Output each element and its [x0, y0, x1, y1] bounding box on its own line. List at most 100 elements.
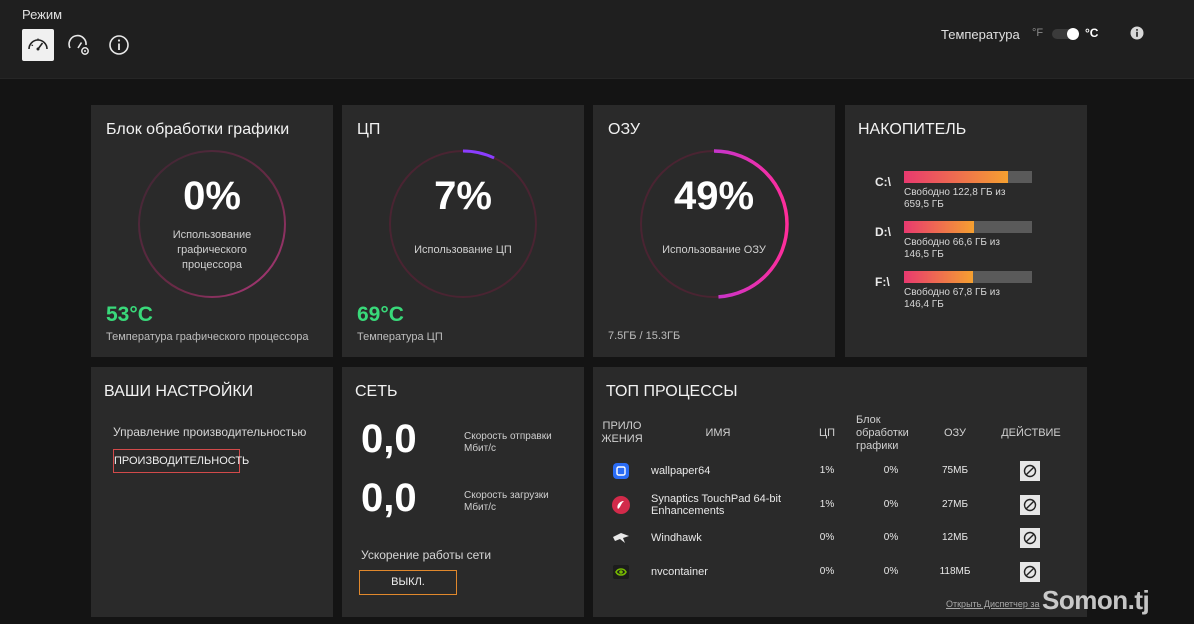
drive-usage-bar	[904, 221, 1032, 233]
block-icon	[1023, 531, 1037, 545]
drive-letter: D:\	[875, 225, 891, 239]
cpu-temperature-value: 69°C	[357, 303, 404, 326]
ram-usage-ring: 49% Использование ОЗУ	[638, 148, 790, 300]
upload-caption-line-2: Мбит/с	[464, 443, 497, 454]
settings-title: ВАШИ НАСТРОЙКИ	[104, 383, 254, 400]
gpu-temperature-value: 53°C	[106, 303, 153, 326]
process-cpu: 0%	[819, 532, 835, 543]
process-gpu: 0%	[883, 465, 899, 476]
unit-fahrenheit-label[interactable]: °F	[1032, 27, 1044, 39]
performance-button[interactable]: ПРОИЗВОДИТЕЛЬНОСТЬ	[113, 449, 249, 473]
process-name-line-1: Synaptics TouchPad 64-bit	[651, 493, 782, 505]
temperature-label: Температура	[941, 27, 1020, 42]
mode-label: Режим	[22, 7, 63, 22]
process-cpu: 0%	[819, 566, 835, 577]
drive-usage-bar	[904, 271, 1032, 283]
header-name: ИМЯ	[705, 427, 731, 439]
download-speed-caption: Скорость загрузки Мбит/с	[464, 490, 549, 514]
drive-free-line-1: Свободно 66,6 ГБ из	[904, 237, 1000, 248]
watermark: Somon.tj	[1042, 585, 1150, 615]
synaptics-icon	[610, 494, 632, 516]
drive-letter: C:\	[875, 175, 891, 189]
gpu-usage-value: 0%	[183, 174, 241, 218]
process-ram: 27МБ	[941, 499, 968, 510]
drive-usage-fill	[904, 171, 1008, 183]
process-name: Windhawk	[651, 532, 702, 544]
mode-info-button[interactable]	[103, 29, 135, 61]
drive-free-text: Свободно 66,6 ГБ из 146,5 ГБ	[904, 237, 1024, 261]
network-card: СЕТЬ 0,0 Скорость отправки Мбит/с 0,0 Ск…	[342, 367, 584, 617]
header-app-line-2: ЖЕНИЯ	[601, 433, 643, 445]
windhawk-icon	[610, 527, 632, 549]
cpu-usage-value: 7%	[434, 174, 492, 218]
temperature-info-button[interactable]	[1130, 26, 1144, 45]
header-ram: ОЗУ	[943, 427, 967, 439]
header-gpu: Блок обработки графики	[856, 414, 922, 453]
network-acceleration-button[interactable]: ВЫКЛ.	[359, 570, 457, 595]
speedometer-icon	[28, 38, 48, 51]
drive-free-line-2: 146,4 ГБ	[904, 299, 944, 310]
download-caption-line-1: Скорость загрузки	[464, 490, 549, 501]
gpu-card: Блок обработки графики 0% Использование …	[91, 105, 333, 357]
process-cpu: 1%	[819, 499, 835, 510]
end-process-button[interactable]	[1020, 562, 1040, 582]
process-name: Synaptics TouchPad 64-bit Enhancements	[651, 493, 801, 517]
process-gpu: 0%	[883, 566, 899, 577]
open-task-manager-link[interactable]: Открыть Диспетчер за	[946, 599, 1040, 609]
ram-ring-graphic	[639, 149, 789, 299]
top-bar: Режим Температура °F °C	[0, 0, 1194, 79]
gpu-caption-line-1: Использование	[172, 229, 252, 241]
network-acceleration-label: Ускорение работы сети	[361, 548, 492, 562]
gpu-title: Блок обработки графики	[106, 121, 290, 138]
upload-caption-line-1: Скорость отправки	[464, 431, 552, 442]
block-icon	[1023, 565, 1037, 579]
process-ram: 75МБ	[941, 465, 968, 476]
toggle-knob	[1067, 28, 1079, 40]
drive-usage-bar	[904, 171, 1032, 183]
drive-free-line-1: Свободно 67,8 ГБ из	[904, 287, 1000, 298]
temperature-unit-toggle[interactable]	[1052, 28, 1079, 40]
process-cpu: 1%	[819, 465, 835, 476]
download-speed-value: 0,0	[361, 476, 417, 520]
storage-title: НАКОПИТЕЛЬ	[858, 121, 967, 138]
gpu-temperature-caption: Температура графического процессора	[106, 331, 309, 343]
process-name: wallpaper64	[651, 465, 711, 477]
drive-free-line-2: 659,5 ГБ	[904, 199, 944, 210]
cpu-card: ЦП 7% Использование ЦП 69°C Температура …	[342, 105, 584, 357]
block-icon	[1023, 498, 1037, 512]
cpu-ring-graphic	[388, 149, 538, 299]
gpu-caption-line-2: графического	[177, 244, 247, 256]
settings-card: ВАШИ НАСТРОЙКИ Управление производительн…	[91, 367, 333, 617]
end-process-button[interactable]	[1020, 495, 1040, 515]
drive-letter: F:\	[875, 275, 890, 289]
storage-card: НАКОПИТЕЛЬ C:\ Свободно 122,8 ГБ из 659,…	[845, 105, 1087, 357]
cpu-title: ЦП	[357, 121, 381, 138]
ram-card: ОЗУ 49% Использование ОЗУ 7.5ГБ / 15.3ГБ	[593, 105, 835, 357]
process-ram: 12МБ	[941, 532, 968, 543]
end-process-button[interactable]	[1020, 461, 1040, 481]
performance-management-label: Управление производительностью	[113, 425, 307, 439]
cpu-ring-progress	[388, 149, 538, 299]
processes-title: ТОП ПРОЦЕССЫ	[606, 383, 738, 400]
upload-speed-value: 0,0	[361, 417, 417, 461]
header-gpu-line-3: графики	[856, 440, 899, 452]
header-cpu: ЦП	[818, 427, 836, 439]
cpu-usage-ring: 7% Использование ЦП	[387, 148, 539, 300]
drive-usage-fill	[904, 221, 975, 233]
download-caption-line-2: Мбит/с	[464, 502, 497, 513]
unit-celsius-label[interactable]: °C	[1085, 26, 1099, 40]
ram-usage-caption: Использование ОЗУ	[662, 244, 766, 256]
mode-speedometer-button[interactable]	[22, 29, 54, 61]
mode-performance-button[interactable]	[63, 29, 95, 61]
end-process-button[interactable]	[1020, 528, 1040, 548]
info-icon	[109, 35, 129, 55]
process-name: nvcontainer	[651, 566, 708, 578]
wallpaper-engine-icon	[610, 460, 632, 482]
drive-free-line-1: Свободно 122,8 ГБ из	[904, 187, 1006, 198]
header-app: ПРИЛО ЖЕНИЯ	[598, 420, 646, 446]
drive-free-line-2: 146,5 ГБ	[904, 249, 944, 260]
ram-ring-progress	[639, 149, 789, 299]
network-title: СЕТЬ	[355, 383, 398, 400]
nvidia-icon	[610, 561, 632, 583]
speedometer-gear-icon	[68, 34, 89, 55]
